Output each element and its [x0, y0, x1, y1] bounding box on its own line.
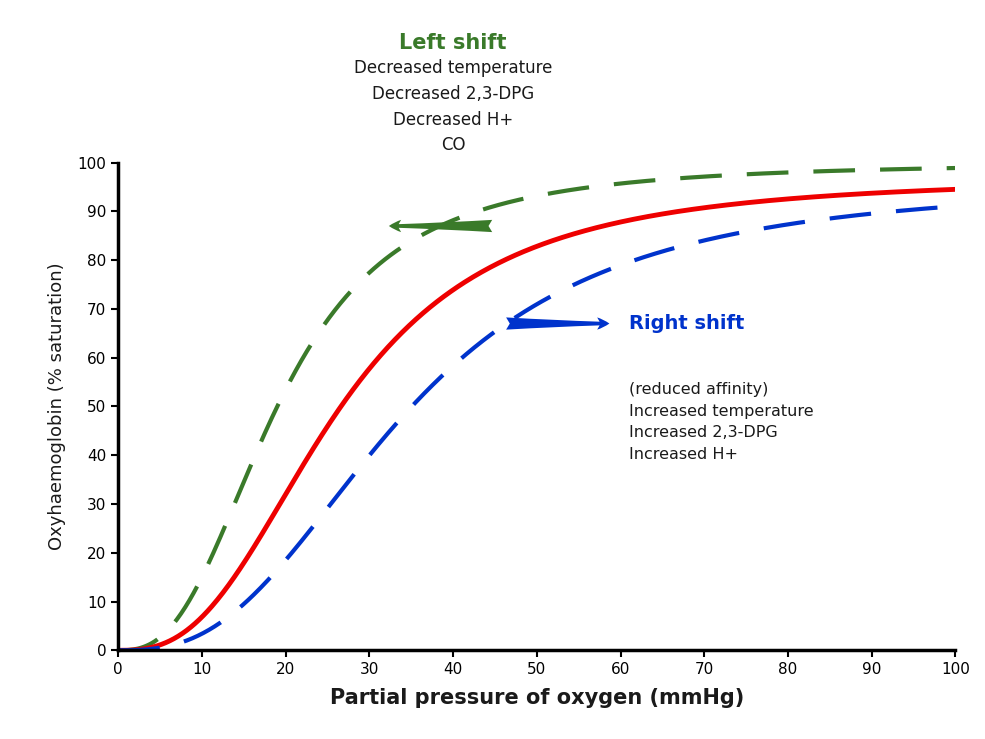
Text: Right shift: Right shift — [629, 314, 745, 333]
Text: Left shift: Left shift — [399, 33, 507, 53]
X-axis label: Partial pressure of oxygen (mmHg): Partial pressure of oxygen (mmHg) — [330, 688, 744, 708]
Text: (reduced affinity)
Increased temperature
Increased 2,3-DPG
Increased H+: (reduced affinity) Increased temperature… — [629, 382, 814, 462]
Text: Decreased temperature
Decreased 2,3-DPG
Decreased H+
CO: Decreased temperature Decreased 2,3-DPG … — [354, 59, 553, 154]
Y-axis label: Oxyhaemoglobin (% saturation): Oxyhaemoglobin (% saturation) — [48, 262, 66, 551]
